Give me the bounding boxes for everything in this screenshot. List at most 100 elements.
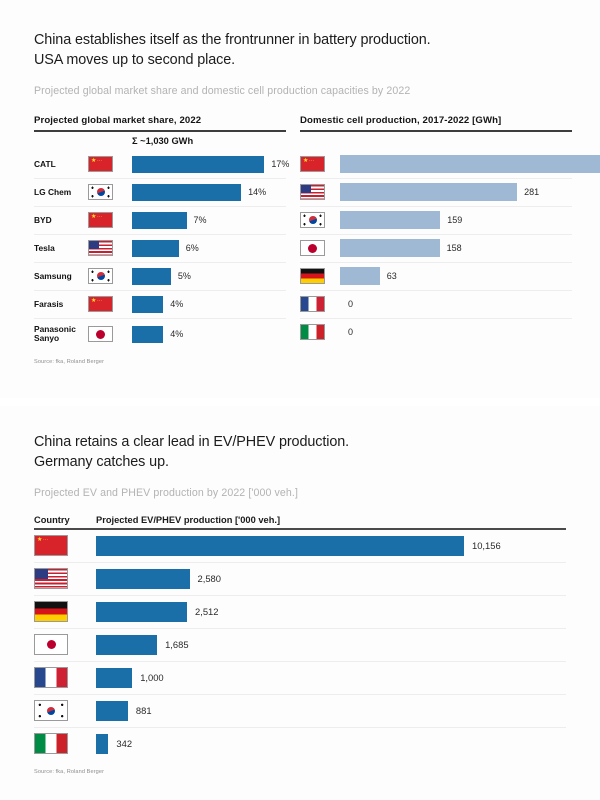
row-label: CATL: [34, 158, 56, 169]
flag-cell: [34, 634, 96, 655]
bar-segment: [340, 211, 441, 230]
table-row: 342: [34, 728, 566, 760]
bar-segment: [340, 239, 440, 258]
bar-container: 63: [340, 267, 572, 286]
flag-cell: [300, 156, 340, 173]
bar-segment: [96, 634, 158, 655]
flag-icon-cn: [34, 535, 68, 556]
row-label: Panasonic Sanyo: [34, 324, 76, 344]
bar-container: 7%: [132, 211, 286, 229]
bar-container: 281: [340, 183, 572, 202]
bar-rows-domestic-production: 2,393 281 159 158 63 0 0: [300, 151, 600, 346]
bar-segment: [96, 535, 464, 556]
row-label: Farasis: [34, 298, 64, 309]
panel-market-share: Projected global market share, 2022 Σ ~1…: [34, 114, 290, 365]
bar-segment: [340, 267, 380, 286]
flag-cell: [34, 733, 96, 754]
bar-segment: [96, 700, 128, 721]
flag-cell: [300, 296, 340, 313]
flag-icon-cn: [88, 296, 113, 313]
table-row: Tesla 6%: [34, 235, 286, 263]
bar-segment: [96, 733, 109, 754]
bar-container: 2,393: [340, 155, 600, 174]
table-row: 0: [300, 319, 572, 346]
bar-segment: [340, 183, 518, 202]
row-label: BYD: [34, 214, 52, 225]
bar-segment: [132, 211, 187, 229]
column-header-country: Country: [34, 514, 70, 525]
bar-segment: [132, 155, 265, 173]
flag-cell: [88, 212, 132, 229]
bar-value-label: 1,685: [165, 639, 189, 650]
flag-cell: [88, 268, 132, 285]
sum-annotation: Σ ~1,030 GWh: [132, 135, 194, 146]
flag-cell: [300, 268, 340, 285]
flag-icon-kr: [88, 184, 113, 201]
flag-cell: [88, 326, 132, 343]
bar-segment: [132, 183, 242, 201]
bar-container: 1,685: [96, 634, 566, 655]
bar-value-label: 17%: [271, 159, 290, 170]
column-header-production: Projected EV/PHEV production ['000 veh.]: [96, 514, 281, 525]
page-title: China establishes itself as the frontrun…: [34, 32, 431, 69]
flag-icon-de: [300, 268, 325, 285]
bar-value-label: 342: [116, 738, 133, 749]
bar-container: 17%: [132, 155, 290, 173]
flag-cell: [300, 240, 340, 257]
table-row: BYD 7%: [34, 207, 286, 235]
bar-container: 4%: [132, 295, 286, 313]
bar-container: 10,156: [96, 535, 566, 556]
page-subtitle: Projected global market share and domest…: [34, 84, 411, 97]
flag-cell: [300, 184, 340, 201]
row-label: LG Chem: [34, 186, 72, 197]
bar-value-label: 159: [447, 215, 463, 226]
bar-segment: [132, 325, 164, 343]
page-title: China retains a clear lead in EV/PHEV pr…: [34, 434, 350, 471]
flag-cell: [88, 296, 132, 313]
flag-cell: [88, 156, 132, 173]
flag-icon-jp: [300, 240, 325, 257]
bar-segment: [96, 601, 187, 622]
bar-container: 6%: [132, 239, 286, 257]
table-header-row: Country Projected EV/PHEV production ['0…: [34, 515, 566, 528]
bar-segment: [96, 568, 190, 589]
bar-container: 1,000: [96, 667, 566, 688]
bar-value-label: 0: [348, 327, 354, 338]
bar-container: 159: [340, 211, 572, 230]
table-row: 63: [300, 263, 572, 291]
flag-icon-de: [34, 601, 68, 622]
bar-value-label: 1,000: [140, 672, 164, 683]
bar-value-label: 63: [386, 271, 397, 282]
panel-title-market-share: Projected global market share, 2022: [34, 114, 202, 126]
panel-domestic-production: Domestic cell production, 2017-2022 [GWh…: [300, 114, 600, 365]
panel-rule: [34, 129, 286, 132]
table-row: 1,000: [34, 662, 566, 695]
table-row: Samsung 5%: [34, 263, 286, 291]
bar-segment: [132, 267, 171, 285]
table-row: 281: [300, 179, 572, 207]
page-subtitle: Projected EV and PHEV production by 2022…: [34, 486, 298, 499]
bar-value-label: 881: [135, 705, 152, 716]
bar-value-label: 14%: [248, 187, 267, 198]
bar-segment: [96, 667, 133, 688]
table-row: Panasonic Sanyo 4%: [34, 319, 286, 350]
flag-icon-it: [300, 324, 325, 341]
bar-value-label: 0: [348, 299, 354, 310]
flag-icon-us: [34, 568, 68, 589]
flag-cell: [34, 601, 96, 622]
table-row: 158: [300, 235, 572, 263]
slide-battery-production: China establishes itself as the frontrun…: [0, 0, 600, 398]
bar-value-label: 7%: [193, 215, 207, 226]
panel-title-domestic-production: Domestic cell production, 2017-2022 [GWh…: [300, 114, 502, 126]
table-row: 1,685: [34, 629, 566, 662]
chart-panels: Projected global market share, 2022 Σ ~1…: [34, 114, 600, 365]
flag-icon-cn: [88, 156, 113, 173]
source-note-top: Source: fka, Roland Berger: [34, 358, 105, 365]
flag-cell: [300, 324, 340, 341]
bar-value-label: 2,512: [195, 606, 219, 617]
bar-container: 0: [340, 299, 572, 309]
source-note-bottom: Source: fka, Roland Berger: [34, 768, 105, 775]
flag-icon-fr: [34, 667, 68, 688]
flag-icon-jp: [88, 326, 113, 343]
bar-segment: [340, 155, 600, 174]
